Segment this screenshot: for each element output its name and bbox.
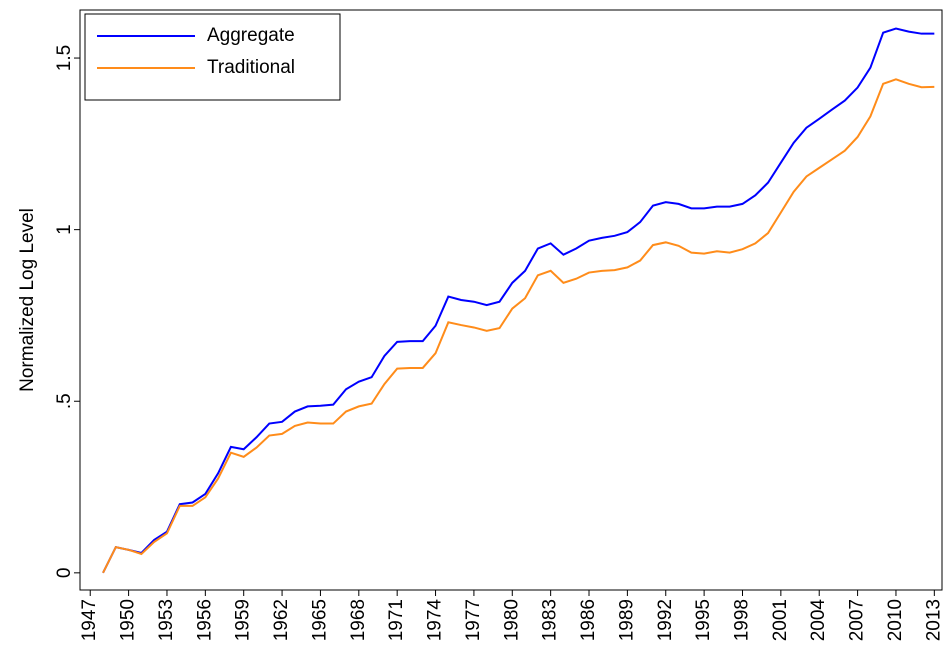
x-tick-label: 1974 <box>425 599 446 642</box>
series-line <box>102 78 935 574</box>
x-tick-label: 1953 <box>156 599 177 641</box>
y-tick-label: 0 <box>54 568 75 579</box>
x-tick-label: 1980 <box>501 599 522 641</box>
x-tick-label: 1992 <box>655 599 676 641</box>
x-tick-label: 2004 <box>808 599 829 642</box>
legend-box <box>84 13 341 101</box>
x-tick-label: 1983 <box>540 599 561 641</box>
x-tick-label: 1968 <box>348 599 369 641</box>
x-tick-label: 1965 <box>309 599 330 641</box>
legend-label: Traditional <box>207 57 295 78</box>
x-tick-label: 2007 <box>847 599 868 641</box>
plot-frame <box>79 9 943 591</box>
series-line <box>102 27 935 574</box>
y-tick-label: 1.5 <box>54 45 75 71</box>
y-tick-label: .5 <box>54 393 75 409</box>
x-tick-label: 1947 <box>79 599 100 641</box>
x-tick-label: 1959 <box>233 599 254 641</box>
x-tick-label: 1956 <box>194 599 215 641</box>
x-tick-label: 1995 <box>693 599 714 641</box>
x-tick-label: 1962 <box>271 599 292 641</box>
x-tick-label: 1950 <box>118 599 139 641</box>
y-axis-title: Normalized Log Level <box>17 208 38 392</box>
x-tick-label: 1986 <box>578 599 599 641</box>
legend-label: Aggregate <box>207 25 295 46</box>
x-tick-label: 1971 <box>386 599 407 641</box>
x-tick-label: 2010 <box>885 599 906 641</box>
x-tick-label: 1977 <box>463 599 484 641</box>
x-tick-label: 1998 <box>732 599 753 641</box>
x-tick-label: 2001 <box>770 599 791 641</box>
x-tick-label: 1989 <box>616 599 637 641</box>
x-tick-label: 2013 <box>923 599 943 641</box>
y-tick-label: 1 <box>54 224 75 235</box>
